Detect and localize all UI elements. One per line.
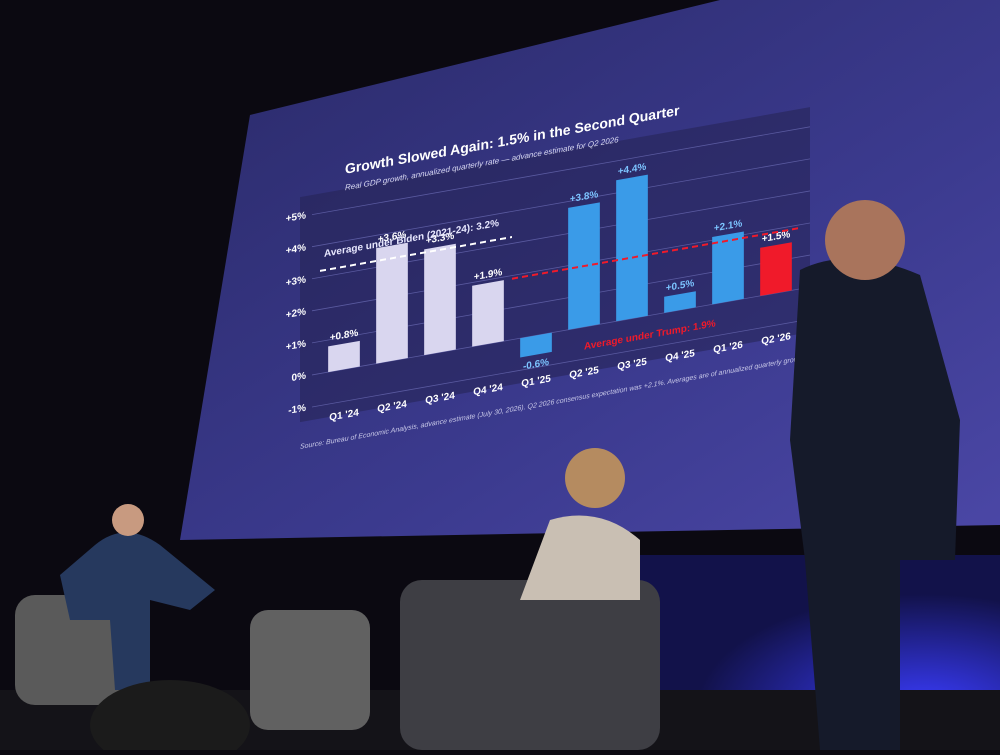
bar: [664, 291, 696, 313]
x-tick-label: Q2 '26: [761, 331, 791, 347]
y-tick-label: 0%: [292, 371, 306, 384]
value-label: +3.6%: [378, 230, 407, 246]
x-tick-label: Q1 '25: [521, 374, 551, 390]
x-tick-label: Q4 '25: [665, 348, 695, 364]
bar: [472, 280, 504, 347]
y-tick-label: +2%: [286, 307, 306, 321]
y-tick-label: -1%: [288, 403, 306, 417]
x-tick-label: Q4 '24: [473, 382, 503, 398]
seated-woman: [520, 515, 640, 600]
head: [825, 200, 905, 280]
bar: [424, 243, 456, 356]
y-tick-label: +5%: [286, 210, 306, 224]
armchair: [250, 610, 370, 730]
bar: [520, 332, 552, 358]
foreground-head: [90, 680, 250, 755]
y-tick-label: +1%: [286, 339, 306, 353]
value-label: +3.3%: [426, 231, 455, 247]
audience-scene: [15, 200, 960, 755]
x-tick-label: Q1 '24: [329, 407, 359, 423]
value-label: +2.1%: [714, 218, 743, 234]
armchair: [15, 595, 135, 705]
x-tick-label: Q2 '24: [377, 399, 407, 415]
standing-man: [790, 258, 960, 750]
bar: [616, 174, 648, 322]
bar: [760, 242, 792, 296]
reference-line: [320, 236, 512, 272]
y-tick-label: +3%: [286, 274, 306, 288]
value-label: +0.5%: [666, 278, 695, 294]
head: [565, 448, 625, 508]
x-tick-label: Q3 '25: [617, 357, 647, 373]
value-label: +4.4%: [618, 162, 647, 178]
x-tick-label: Q3 '24: [425, 390, 455, 406]
x-tick-label: Q2 '25: [569, 365, 599, 381]
bar: [376, 242, 408, 364]
value-label: -0.6%: [523, 357, 549, 373]
head: [112, 504, 144, 536]
grid-line: [312, 126, 810, 216]
y-tick-label: +4%: [286, 242, 306, 256]
armchair: [400, 580, 660, 750]
seated-man: [60, 532, 215, 690]
grid-line: [312, 158, 810, 248]
value-label: +3.8%: [570, 189, 599, 205]
value-label: +1.9%: [474, 267, 503, 283]
bar: [328, 340, 360, 373]
x-tick-label: Q1 '26: [713, 340, 743, 356]
value-label: +1.5%: [762, 229, 791, 245]
grid-line: [312, 318, 810, 408]
reference-line: [512, 226, 800, 280]
value-label: +0.8%: [330, 328, 359, 344]
bar: [712, 231, 744, 305]
